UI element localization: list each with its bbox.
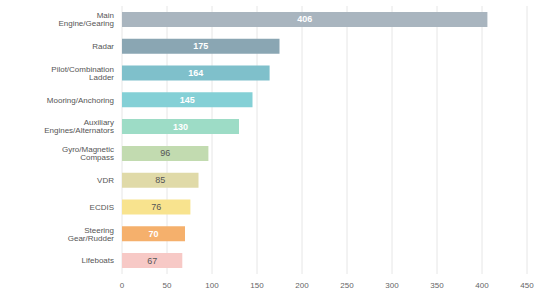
- svg-text:SteeringGear/Rudder: SteeringGear/Rudder: [68, 226, 115, 243]
- svg-text:76: 76: [151, 202, 161, 212]
- svg-text:450: 450: [520, 281, 534, 290]
- svg-text:300: 300: [385, 281, 399, 290]
- svg-text:145: 145: [180, 95, 195, 105]
- svg-text:85: 85: [155, 175, 165, 185]
- svg-text:150: 150: [250, 281, 264, 290]
- svg-text:50: 50: [163, 281, 172, 290]
- svg-text:ECDIS: ECDIS: [90, 203, 114, 212]
- svg-text:130: 130: [173, 122, 188, 132]
- svg-text:Radar: Radar: [92, 42, 114, 51]
- svg-text:Pilot/CombinationLadder: Pilot/CombinationLadder: [51, 65, 114, 82]
- svg-text:96: 96: [160, 148, 170, 158]
- svg-text:67: 67: [147, 256, 157, 266]
- svg-text:MainEngine/Gearing: MainEngine/Gearing: [58, 11, 114, 28]
- svg-text:406: 406: [297, 14, 312, 24]
- svg-text:350: 350: [430, 281, 444, 290]
- svg-text:70: 70: [148, 229, 158, 239]
- svg-text:400: 400: [475, 281, 489, 290]
- svg-text:175: 175: [193, 41, 208, 51]
- svg-text:0: 0: [120, 281, 125, 290]
- svg-text:200: 200: [295, 281, 309, 290]
- svg-text:250: 250: [340, 281, 354, 290]
- svg-text:164: 164: [188, 68, 203, 78]
- svg-text:AuxiliaryEngines/Alternators: AuxiliaryEngines/Alternators: [44, 118, 114, 135]
- svg-text:Gyro/MagneticCompass: Gyro/MagneticCompass: [62, 145, 114, 162]
- svg-text:Mooring/Anchoring: Mooring/Anchoring: [47, 96, 114, 105]
- svg-text:Lifeboats: Lifeboats: [82, 256, 114, 265]
- svg-text:VDR: VDR: [97, 176, 114, 185]
- svg-text:100: 100: [205, 281, 219, 290]
